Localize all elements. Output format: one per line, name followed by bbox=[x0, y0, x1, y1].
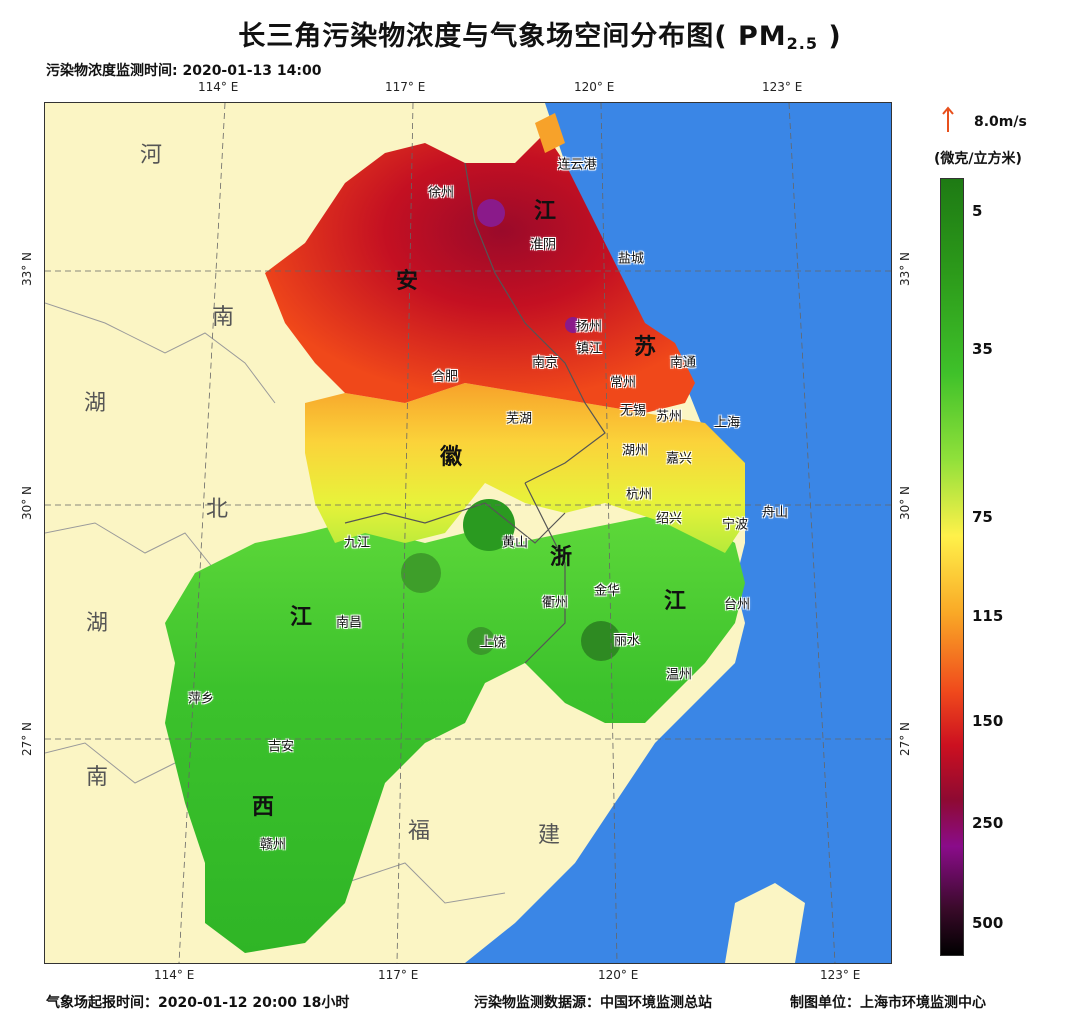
city-jinhua: 金华 bbox=[593, 583, 621, 599]
lon-label-bottom-117: 117° E bbox=[378, 968, 419, 982]
city-hangzhou: 杭州 bbox=[625, 487, 653, 503]
legend-tick-250: 250 bbox=[972, 814, 1004, 832]
province-anhui-an: 安 bbox=[395, 269, 419, 294]
province-jiangxi-jiang: 江 bbox=[289, 605, 313, 630]
city-suzhou: 苏州 bbox=[655, 409, 683, 425]
province-henan-he: 河 bbox=[139, 143, 163, 168]
city-taizhou: 台州 bbox=[723, 597, 751, 613]
lon-label-top-123: 123° E bbox=[762, 80, 803, 94]
lon-label-bottom-123: 123° E bbox=[820, 968, 861, 982]
taiwan-land bbox=[725, 883, 805, 963]
legend-colorbar bbox=[940, 178, 964, 956]
province-zhejiang-zhe: 浙 bbox=[549, 545, 573, 570]
city-jian: 吉安 bbox=[267, 739, 295, 755]
lon-label-bottom-120: 120° E bbox=[598, 968, 639, 982]
province-hunan-hu: 湖 bbox=[85, 611, 109, 636]
lat-label-right-27: 27° N bbox=[898, 721, 913, 757]
province-anhui-hui: 徽 bbox=[439, 445, 463, 470]
monitor-time: 污染物浓度监测时间: 2020-01-13 14:00 bbox=[46, 63, 322, 79]
province-hunan-nan: 南 bbox=[85, 765, 109, 790]
legend-tick-115: 115 bbox=[972, 607, 1004, 625]
lat-label-left-27: 27° N bbox=[20, 721, 35, 757]
city-jiujiang: 九江 bbox=[343, 535, 371, 551]
province-jiangsu-jiang: 江 bbox=[533, 199, 557, 224]
city-shanghai: 上海 bbox=[713, 415, 741, 431]
city-wuxi: 无锡 bbox=[619, 403, 647, 419]
wind-arrow-icon bbox=[942, 106, 954, 132]
city-nanchang: 南昌 bbox=[335, 615, 363, 631]
lon-label-top-114: 114° E bbox=[198, 80, 239, 94]
province-hubei-hu: 湖 bbox=[83, 391, 107, 416]
city-quzhou: 衢州 bbox=[541, 595, 569, 611]
city-wuhu: 芜湖 bbox=[505, 411, 533, 427]
map-title: 长三角污染物浓度与气象场空间分布图( PM2.5 ) bbox=[238, 21, 842, 53]
region-middle bbox=[305, 383, 745, 553]
city-huzhou: 湖州 bbox=[621, 443, 649, 459]
city-huangshan: 黄山 bbox=[501, 535, 529, 551]
province-borders bbox=[344, 162, 606, 664]
graticule bbox=[45, 103, 891, 963]
city-huaiyin: 淮阴 bbox=[529, 237, 557, 253]
city-changzhou: 常州 bbox=[609, 375, 637, 391]
city-ningbo: 宁波 bbox=[721, 517, 749, 533]
map-canvas bbox=[45, 103, 891, 963]
city-yangzhou: 扬州 bbox=[575, 319, 603, 335]
province-henan-nan: 南 bbox=[211, 305, 235, 330]
province-fujian-jian: 建 bbox=[537, 823, 561, 848]
city-nantong: 南通 bbox=[669, 355, 697, 371]
outside-borders bbox=[45, 302, 506, 904]
producer: 制图单位：上海市环境监测中心 bbox=[790, 995, 986, 1011]
legend-tick-500: 500 bbox=[972, 914, 1004, 932]
lat-label-left-33: 33° N bbox=[20, 251, 35, 287]
sea-area bbox=[465, 103, 891, 963]
city-shaoxing: 绍兴 bbox=[655, 511, 683, 527]
province-hubei-bei: 北 bbox=[205, 497, 229, 522]
city-zhoushan: 舟山 bbox=[761, 505, 789, 521]
city-lishui: 丽水 bbox=[613, 633, 641, 649]
city-shangrao: 上饶 bbox=[479, 635, 507, 651]
wind-speed-label: 8.0m/s bbox=[974, 114, 1027, 130]
lon-label-top-117: 117° E bbox=[385, 80, 426, 94]
lat-label-right-30: 30° N bbox=[898, 485, 913, 521]
legend-tick-35: 35 bbox=[972, 340, 993, 358]
city-nanjing: 南京 bbox=[531, 355, 559, 371]
lat-label-left-30: 30° N bbox=[20, 485, 35, 521]
wind-field-time: 气象场起报时间：2020-01-12 20:00 18小时 bbox=[46, 995, 350, 1011]
province-fujian-fu: 福 bbox=[407, 819, 431, 844]
lon-label-bottom-114: 114° E bbox=[154, 968, 195, 982]
legend-tick-5: 5 bbox=[972, 202, 983, 220]
city-jiaxing: 嘉兴 bbox=[665, 451, 693, 467]
city-xuzhou: 徐州 bbox=[427, 185, 455, 201]
city-pingxiang: 萍乡 bbox=[187, 691, 215, 707]
province-jiangsu-su: 苏 bbox=[633, 335, 657, 360]
pm25-map[interactable]: 河 南 湖 北 湖 南 福 建 江 苏 安 徽 浙 江 江 西 连云港 徐州 淮… bbox=[44, 102, 892, 964]
city-hefei: 合肥 bbox=[431, 369, 459, 385]
data-source: 污染物监测数据源：中国环境监测总站 bbox=[474, 995, 712, 1011]
province-zhejiang-jiang: 江 bbox=[663, 589, 687, 614]
city-yancheng: 盐城 bbox=[617, 251, 645, 267]
city-wenzhou: 温州 bbox=[665, 667, 693, 683]
province-jiangxi-xi: 西 bbox=[251, 795, 275, 820]
legend-unit: (微克/立方米) bbox=[934, 151, 1022, 167]
lat-label-right-33: 33° N bbox=[898, 251, 913, 287]
legend-tick-75: 75 bbox=[972, 508, 993, 526]
lon-label-top-120: 120° E bbox=[574, 80, 615, 94]
city-lianyungang: 连云港 bbox=[557, 157, 597, 173]
city-zhenjiang: 镇江 bbox=[575, 341, 603, 357]
legend-tick-150: 150 bbox=[972, 712, 1004, 730]
city-ganzhou: 赣州 bbox=[259, 837, 287, 853]
region-north bbox=[265, 133, 695, 413]
